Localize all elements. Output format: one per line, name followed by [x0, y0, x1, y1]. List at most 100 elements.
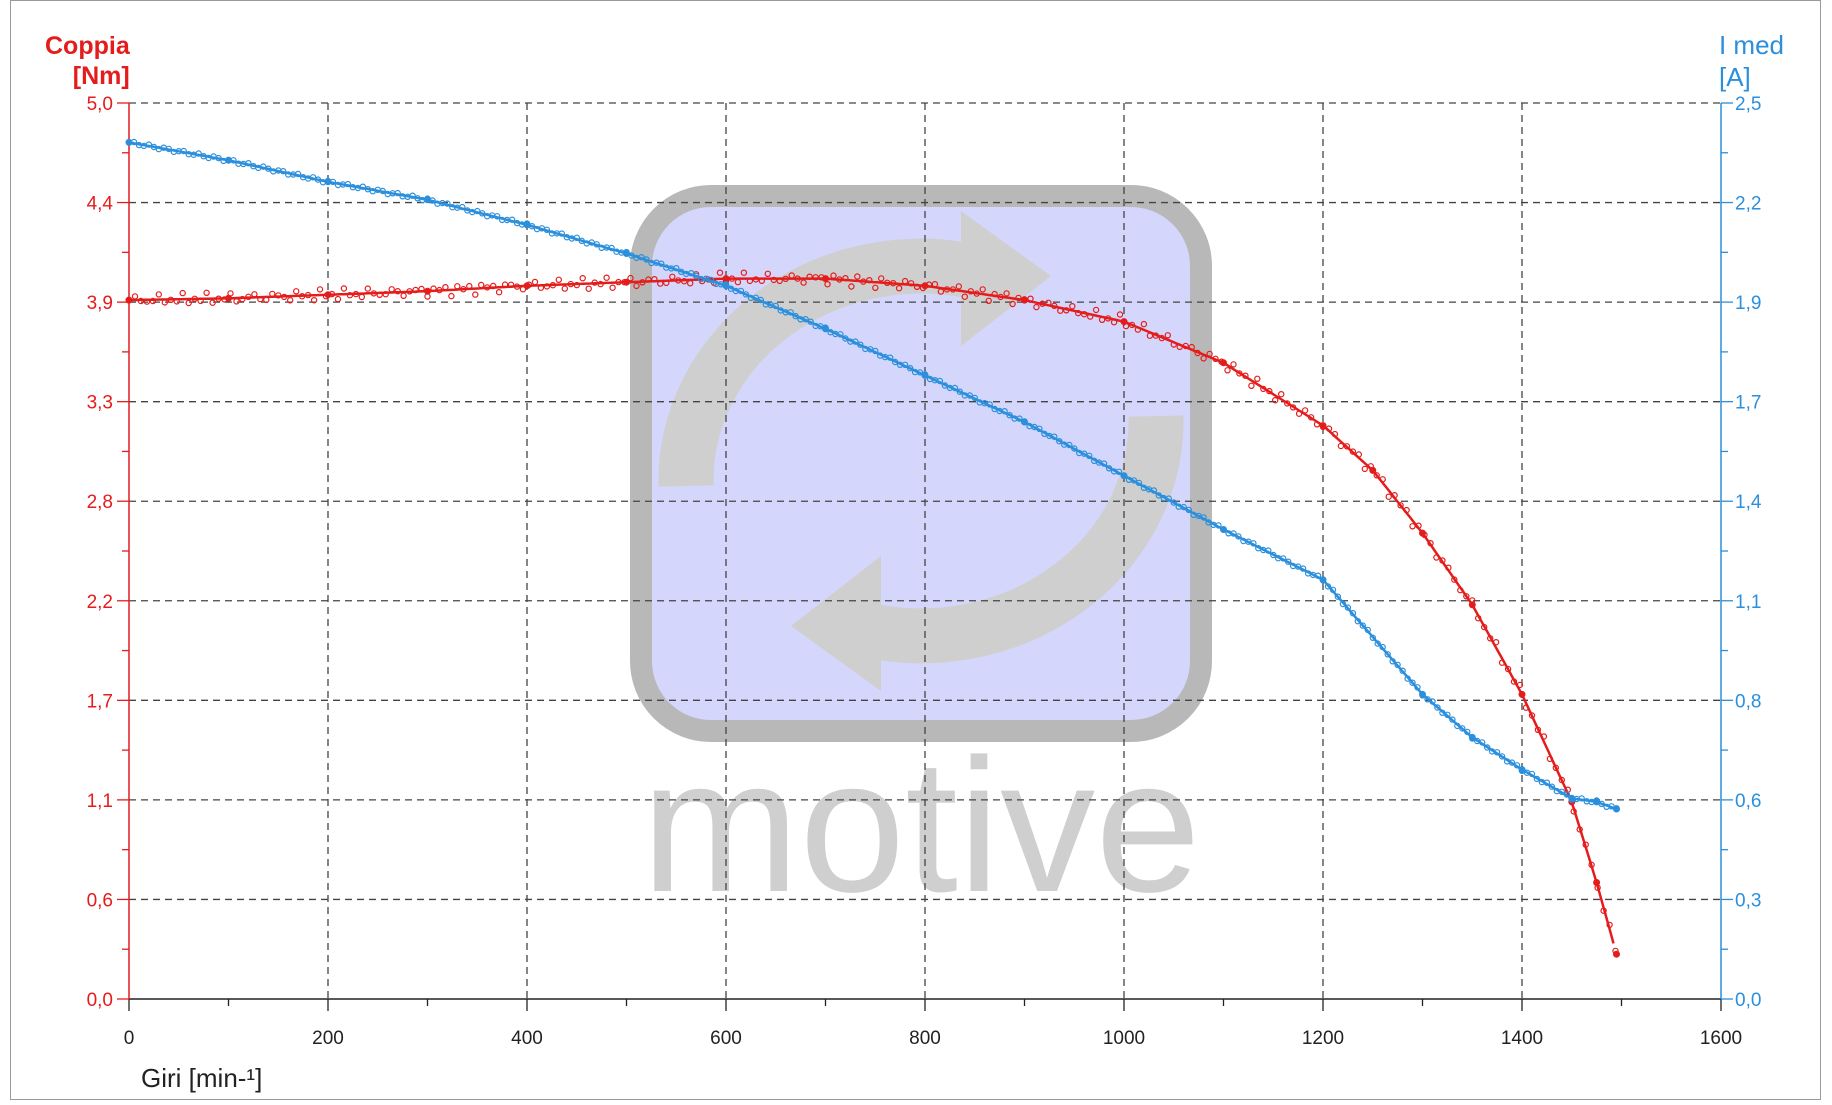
data-point-left: [275, 292, 282, 299]
right-tick-label: 2,2: [1735, 194, 1761, 215]
data-point-left: [1098, 316, 1106, 323]
data-point-left: [1092, 306, 1100, 314]
data-point-left: [161, 299, 168, 306]
data-point-left: [155, 291, 162, 298]
data-point-left: [955, 283, 963, 290]
data-point-left: [406, 288, 413, 295]
data-point-left: [549, 282, 557, 289]
data-point-left: [1552, 764, 1560, 772]
data-point-right: [1404, 675, 1411, 682]
data-point-left: [412, 286, 419, 294]
data-point-right: [1036, 425, 1043, 432]
data-point-right: [1434, 704, 1441, 711]
data-point-left: [585, 285, 592, 292]
data-point-left: [1492, 639, 1500, 646]
data-point-right: [1200, 514, 1207, 521]
data-point-left: [1373, 472, 1380, 479]
data-point-left: [484, 284, 491, 291]
data-point-left: [1337, 442, 1345, 450]
data-point-left: [1516, 681, 1524, 689]
data-point-left: [1451, 576, 1458, 583]
grid-lines: [129, 102, 1721, 999]
data-point-left: [734, 278, 742, 286]
data-point-left: [531, 278, 539, 286]
data-point-right: [1449, 716, 1456, 723]
data-point-left: [890, 280, 897, 287]
data-point-left: [1254, 375, 1261, 382]
data-point-right: [1424, 696, 1431, 703]
data-point-left: [1176, 343, 1183, 351]
data-point-left: [1045, 299, 1052, 306]
x-tick-label: 600: [710, 1028, 742, 1049]
data-point-left: [615, 278, 622, 286]
data-point-left: [352, 290, 360, 298]
data-vertex-right: [1021, 418, 1028, 426]
data-point-right: [1001, 408, 1008, 415]
data-point-left: [376, 291, 383, 298]
data-point-left: [603, 274, 610, 281]
data-point-left: [1200, 355, 1207, 362]
data-point-left: [824, 281, 831, 288]
data-point-left: [1015, 294, 1022, 302]
data-point-left: [490, 282, 497, 290]
data-point-left: [931, 281, 939, 288]
data-point-left: [346, 292, 354, 299]
data-point-left: [149, 297, 157, 305]
data-point-right: [1250, 540, 1257, 547]
data-point-left: [627, 274, 634, 282]
data-point-left: [394, 288, 401, 295]
data-point-left: [985, 297, 992, 304]
data-point-right: [479, 210, 486, 217]
data-point-left: [287, 297, 294, 304]
data-vertex-right: [324, 178, 332, 186]
data-point-right: [742, 291, 750, 298]
data-point-right: [1344, 604, 1352, 611]
data-point-left: [233, 298, 240, 305]
data-point-right: [1339, 600, 1347, 608]
data-point-left: [1331, 430, 1339, 438]
data-point-left: [878, 275, 885, 282]
watermark-arrow-top: [961, 211, 1051, 346]
x-axis-title: Giri [min-¹]: [141, 1063, 263, 1093]
data-point-right: [1478, 739, 1486, 746]
data-point-right: [1498, 753, 1506, 760]
left-tick-label: 0,0: [87, 990, 113, 1011]
data-vertex-left: [1220, 359, 1227, 367]
x-tick-label: 1000: [1103, 1028, 1145, 1049]
data-point-right: [1155, 492, 1163, 499]
data-point-left: [1027, 295, 1034, 302]
data-point-left: [1188, 343, 1195, 351]
data-point-left: [782, 275, 789, 282]
data-point-left: [1558, 776, 1566, 784]
data-point-right: [265, 165, 272, 172]
data-vertex-left: [1419, 529, 1426, 537]
data-point-right: [857, 341, 864, 348]
data-point-right: [394, 189, 401, 197]
data-point-right: [1100, 460, 1108, 467]
data-point-left: [1427, 540, 1434, 547]
data-point-right: [1314, 572, 1322, 579]
watermark-arrow-bottom: [791, 556, 881, 691]
data-point-left: [860, 278, 867, 285]
data-point-left: [1522, 704, 1530, 711]
data-point-right: [1414, 684, 1421, 691]
data-vertex-right: [1220, 526, 1227, 533]
data-point-right: [494, 213, 501, 220]
data-point-left: [1445, 564, 1452, 571]
data-point-left: [1600, 907, 1607, 914]
data-point-right: [1429, 698, 1436, 705]
data-point-left: [1074, 309, 1082, 317]
data-point-left: [555, 276, 563, 283]
x-tick-label: 0: [124, 1028, 135, 1049]
data-point-left: [543, 283, 551, 290]
data-vertex-right: [523, 221, 531, 229]
data-point-left: [597, 280, 604, 288]
data-point-right: [951, 384, 959, 392]
data-point-right: [1454, 722, 1461, 730]
data-point-right: [294, 170, 302, 178]
data-point-left: [1104, 315, 1112, 322]
data-point-right: [1399, 667, 1406, 674]
data-point-left: [448, 292, 455, 300]
data-point-right: [359, 183, 366, 190]
data-point-right: [1230, 530, 1237, 537]
